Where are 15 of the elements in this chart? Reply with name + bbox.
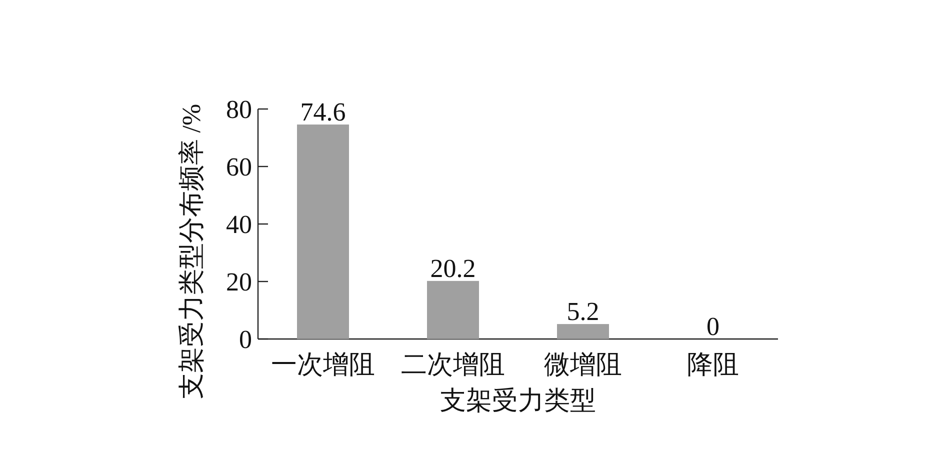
x-tick-label: 降阻 — [687, 350, 739, 379]
y-tick-label: 80 — [226, 95, 252, 124]
y-tick-label: 20 — [226, 268, 252, 296]
x-axis-title: 支架受力类型 — [440, 386, 596, 415]
y-tick-label: 40 — [226, 210, 252, 239]
data-label: 20.2 — [430, 254, 476, 283]
y-tick-label: 60 — [226, 152, 252, 182]
y-tick-label: 0 — [239, 325, 252, 354]
y-axis-title: 支架受力类型分布频率 /% — [177, 104, 206, 400]
x-tick-label: 微增阻 — [544, 350, 622, 379]
x-tick-label: 一次增阻 — [271, 350, 375, 379]
data-label: 0 — [706, 312, 720, 341]
data-label: 5.2 — [566, 297, 600, 326]
x-tick-label: 二次增阻 — [401, 350, 505, 379]
data-label: 74.6 — [300, 98, 346, 127]
